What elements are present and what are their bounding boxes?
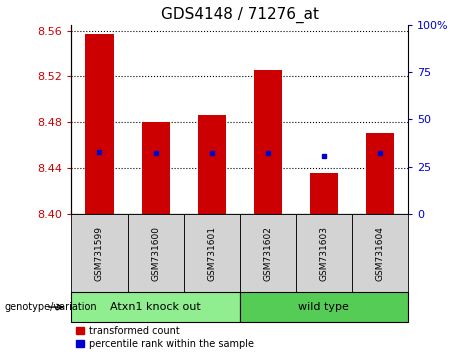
Bar [85, 34, 113, 214]
Bar [240, 292, 408, 322]
Text: GSM731602: GSM731602 [263, 225, 272, 281]
Bar [71, 292, 240, 322]
Bar [128, 214, 183, 292]
Bar [352, 214, 408, 292]
Bar [254, 69, 282, 214]
Text: wild type: wild type [298, 302, 349, 312]
Legend: transformed count, percentile rank within the sample: transformed count, percentile rank withi… [77, 326, 254, 349]
Text: Atxn1 knock out: Atxn1 knock out [110, 302, 201, 312]
Bar [71, 214, 128, 292]
Title: GDS4148 / 71276_at: GDS4148 / 71276_at [161, 7, 319, 23]
Bar [310, 173, 338, 214]
Text: GSM731601: GSM731601 [207, 225, 216, 281]
Bar [142, 122, 170, 214]
Bar [183, 214, 240, 292]
Bar [198, 115, 226, 214]
Bar [366, 133, 394, 214]
Bar [240, 214, 296, 292]
Text: GSM731600: GSM731600 [151, 225, 160, 281]
Text: GSM731604: GSM731604 [375, 225, 384, 281]
Bar [296, 214, 352, 292]
Text: GSM731599: GSM731599 [95, 225, 104, 281]
Text: genotype/variation: genotype/variation [5, 302, 97, 312]
Text: GSM731603: GSM731603 [319, 225, 328, 281]
